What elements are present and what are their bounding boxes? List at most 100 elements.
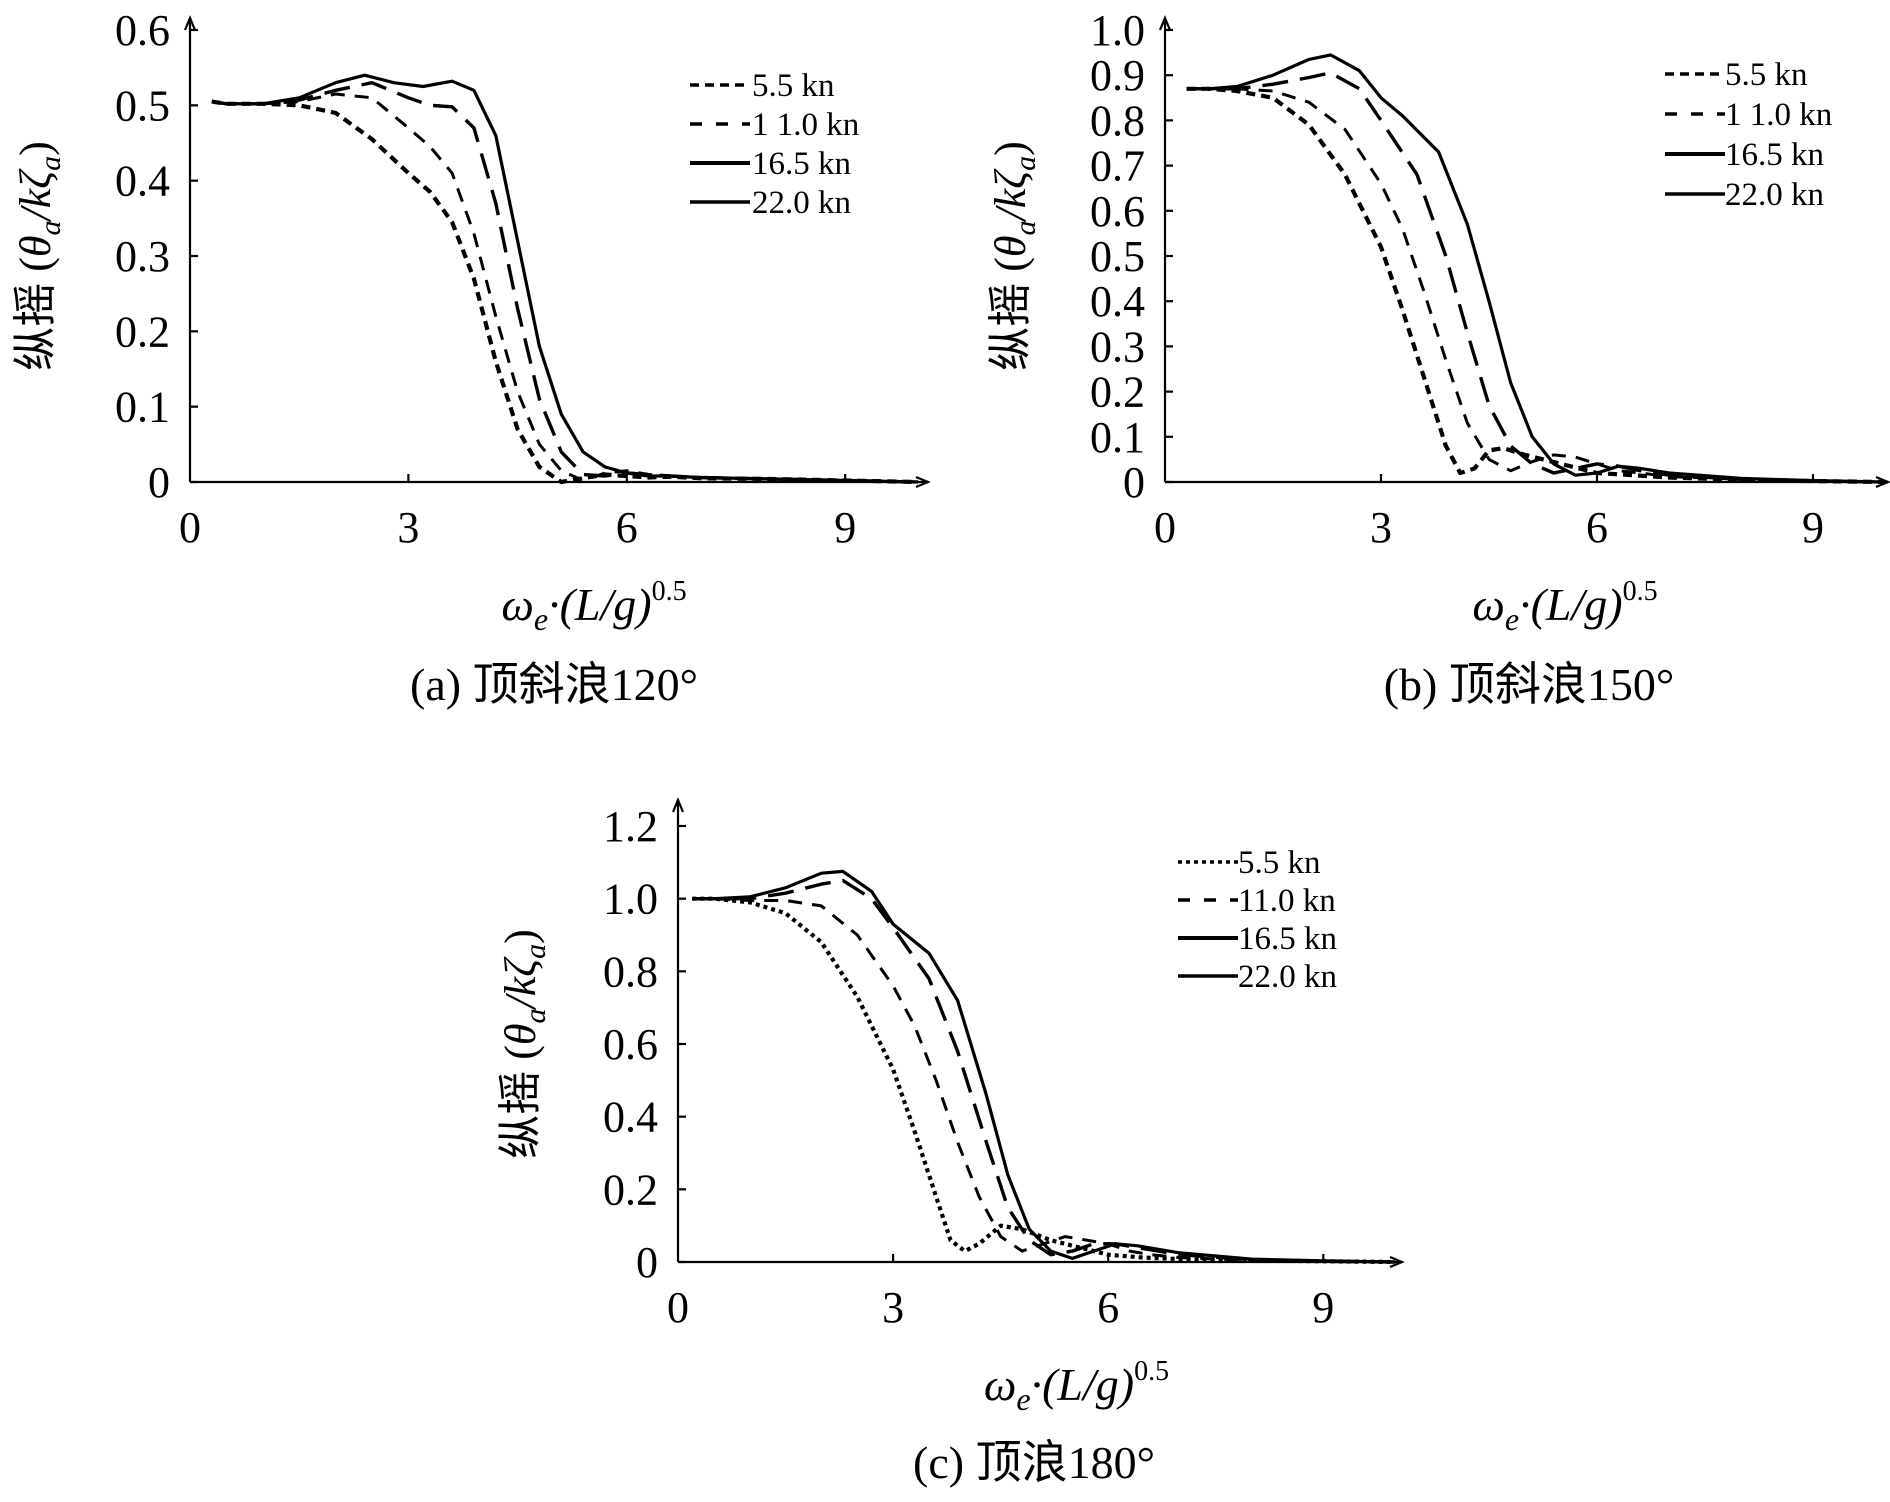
- x-tick-label: 9: [1802, 503, 1824, 552]
- x-tick-label: 9: [1312, 1283, 1334, 1332]
- legend-label: 1 1.0 kn: [752, 107, 859, 143]
- xlabel-mid: ·(L/g): [1031, 1359, 1135, 1410]
- panel-caption: (c) 顶浪180°: [913, 1437, 1155, 1488]
- panel-caption: (a) 顶斜浪120°: [410, 659, 698, 710]
- ylabel-sub2: a: [519, 944, 552, 959]
- ylabel-theta: θ: [496, 1023, 545, 1045]
- x-axis-label: ωe·(L/g)0.5: [501, 576, 686, 637]
- y-tick-label: 0.4: [603, 1093, 658, 1142]
- ylabel-prefix: 纵摇 (: [11, 257, 60, 371]
- x-axis-arrow: [1875, 475, 1890, 489]
- legend-label: 1 1.0 kn: [1725, 97, 1832, 133]
- ylabel-mid: /kζ: [986, 168, 1035, 224]
- legend-label: 16.5 kn: [752, 146, 851, 182]
- y-tick-label: 0.8: [1090, 96, 1145, 145]
- legend-label: 5.5 kn: [752, 68, 835, 104]
- y-axis-label: 纵摇 (θa/kζa): [11, 141, 67, 371]
- y-tick-label: 1.2: [603, 802, 658, 851]
- series-line-3: [692, 878, 1396, 1264]
- y-tick-label: 0.3: [115, 232, 170, 281]
- x-tick-label: 6: [616, 503, 638, 552]
- ylabel-sub: a: [34, 220, 67, 235]
- x-axis-arrow: [1389, 1255, 1405, 1269]
- x-axis-label: ωe·(L/g)0.5: [1472, 576, 1657, 637]
- series-line-4: [211, 73, 919, 484]
- legend-label: 16.5 kn: [1238, 921, 1337, 957]
- ylabel-mid: /kζ: [11, 168, 60, 224]
- y-tick-label: 0: [636, 1238, 658, 1287]
- series-line-2: [1186, 87, 1886, 484]
- y-tick-label: 0.5: [115, 81, 170, 130]
- y-axis-label: 纵摇 (θa/kζa): [986, 141, 1042, 371]
- ylabel-suffix: ): [11, 141, 60, 156]
- x-tick-label: 0: [667, 1283, 689, 1332]
- legend-label: 11.0 kn: [1238, 883, 1336, 919]
- y-tick-label: 0.5: [1090, 232, 1145, 281]
- y-tick-label: 0: [1123, 458, 1145, 507]
- series-line-4: [692, 869, 1396, 1264]
- xlabel-sub: e: [534, 601, 548, 637]
- ylabel-prefix: 纵摇 (: [986, 257, 1035, 371]
- ylabel-theta: θ: [986, 235, 1035, 257]
- y-tick-label: 0.6: [603, 1020, 658, 1069]
- xlabel-sub: e: [1016, 1381, 1030, 1417]
- series-line-2: [692, 897, 1396, 1264]
- x-tick-label: 3: [1370, 503, 1392, 552]
- y-axis-arrow: [183, 15, 197, 31]
- y-tick-label: 0.7: [1090, 142, 1145, 191]
- x-tick-label: 6: [1097, 1283, 1119, 1332]
- y-tick-label: 0.4: [1090, 277, 1145, 326]
- xlabel-sup: 0.5: [652, 576, 687, 607]
- x-tick-label: 0: [179, 503, 201, 552]
- y-tick-label: 0.2: [603, 1165, 658, 1214]
- xlabel-omega: ω: [984, 1359, 1016, 1410]
- y-axis-arrow: [1158, 15, 1172, 31]
- xlabel-mid: ·(L/g): [1519, 579, 1623, 630]
- ylabel-mid: /kζ: [496, 956, 545, 1012]
- x-tick-label: 3: [882, 1283, 904, 1332]
- ylabel-sub2: a: [1009, 156, 1042, 171]
- legend-label: 5.5 kn: [1725, 57, 1808, 93]
- y-tick-label: 1.0: [603, 875, 658, 924]
- y-tick-label: 0.1: [1090, 413, 1145, 462]
- x-tick-label: 9: [834, 503, 856, 552]
- y-tick-label: 0.2: [115, 307, 170, 356]
- legend-label: 22.0 kn: [1238, 959, 1337, 995]
- ylabel-suffix: ): [496, 929, 545, 944]
- legend-label: 16.5 kn: [1725, 137, 1824, 173]
- x-tick-label: 3: [397, 503, 419, 552]
- xlabel-omega: ω: [501, 579, 533, 630]
- panel-caption: (b) 顶斜浪150°: [1384, 659, 1675, 710]
- y-axis-arrow: [671, 797, 685, 813]
- ylabel-prefix: 纵摇 (: [496, 1045, 545, 1159]
- xlabel-omega: ω: [1472, 579, 1504, 630]
- xlabel-mid: ·(L/g): [548, 579, 652, 630]
- panel-2: 00.10.20.30.40.50.60.70.80.91.00 3 6 95.5 k…: [986, 6, 1890, 710]
- y-tick-label: 0.3: [1090, 322, 1145, 371]
- series-line-1: [1186, 86, 1886, 485]
- xlabel-sup: 0.5: [1134, 1356, 1169, 1387]
- x-tick-label: 0: [1154, 503, 1176, 552]
- y-axis-label: 纵摇 (θa/kζa): [496, 929, 552, 1159]
- y-tick-label: 0.4: [115, 157, 170, 206]
- y-tick-label: 0.2: [1090, 368, 1145, 417]
- series-line-3: [1186, 71, 1886, 484]
- series-line-4: [1186, 53, 1886, 484]
- ylabel-sub2: a: [34, 156, 67, 171]
- y-tick-label: 0.6: [1090, 187, 1145, 236]
- xlabel-sub: e: [1505, 601, 1519, 637]
- x-axis-arrow: [915, 475, 931, 489]
- legend-label: 5.5 kn: [1238, 845, 1321, 881]
- x-tick-label: 6: [1586, 503, 1608, 552]
- y-tick-label: 0.1: [115, 383, 170, 432]
- y-tick-label: 0.6: [115, 6, 170, 55]
- legend-label: 22.0 kn: [752, 185, 851, 221]
- y-tick-label: 0: [148, 458, 170, 507]
- x-axis-label: ωe·(L/g)0.5: [984, 1356, 1169, 1417]
- y-tick-label: 0.8: [603, 947, 658, 996]
- xlabel-sup: 0.5: [1623, 576, 1658, 607]
